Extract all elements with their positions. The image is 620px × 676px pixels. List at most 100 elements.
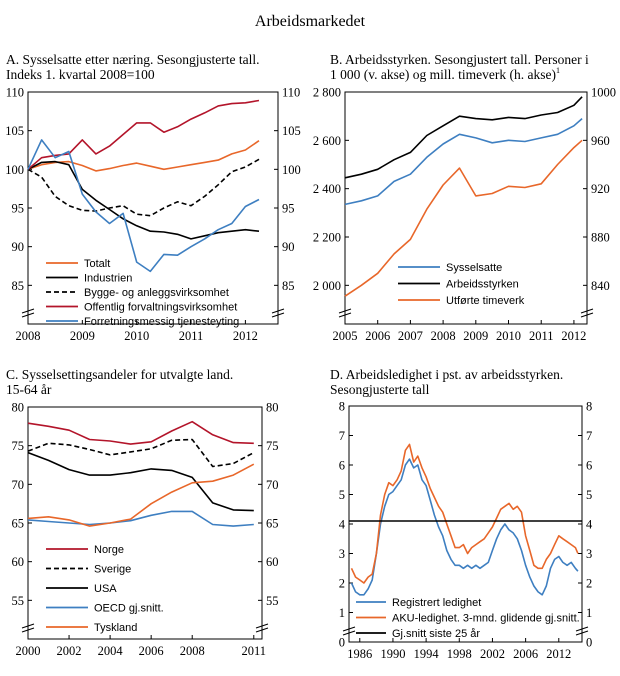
legend-label: Registrert ledighet	[392, 597, 481, 609]
y-tick-label-left: 90	[12, 240, 25, 254]
y-tick-label-right: 100	[282, 163, 301, 177]
axis-break-mark	[575, 626, 589, 632]
legend-label: Offentlig forvaltningsvirksomhet	[84, 302, 237, 314]
legend-label: Forretningsmessig tjenesteyting	[84, 316, 239, 328]
y-tick-label-right: 110	[282, 86, 300, 100]
panel-title-line: B. Arbeidsstyrken. Sesongjustert tall. P…	[330, 52, 589, 67]
y-tick-label-right: 105	[282, 124, 301, 138]
x-tick-label: 2012	[233, 329, 258, 343]
panel-d: D. Arbeidsledighet i pst. av arbeidsstyr…	[330, 367, 593, 661]
legend-label: Totalt	[84, 258, 110, 270]
legend-label: AKU-ledighet. 3-mnd. glidende gj.snitt.	[392, 613, 580, 625]
axis-break-mark	[255, 623, 269, 629]
x-tick-label: 2011	[242, 644, 267, 658]
y-tick-label-right: 960	[591, 134, 610, 148]
legend-label: OECD gj.snitt.	[94, 603, 164, 615]
panel-title-line: 1 000 (v. akse) og mill. timeverk (h. ak…	[330, 66, 560, 82]
axis-break-mark	[342, 630, 356, 636]
y-tick-label-left: 2 800	[313, 86, 341, 100]
panel-c: C. Sysselsettingsandeler for utvalgte la…	[6, 367, 279, 658]
y-tick-label-right: 70	[266, 478, 279, 492]
y-tick-label-left: 2	[339, 577, 345, 591]
y-tick-label-left: 2 000	[313, 279, 341, 293]
y-tick-label-right: 840	[591, 279, 610, 293]
x-tick-label: 2006	[365, 329, 390, 343]
series-line	[344, 139, 583, 297]
series-line	[27, 140, 260, 172]
y-tick-label-right: 95	[282, 202, 295, 216]
y-tick-label-right: 0	[586, 636, 592, 650]
x-tick-label: 2008	[431, 329, 456, 343]
y-tick-label-left: 8	[339, 400, 345, 414]
title-superscript: 1	[556, 66, 560, 75]
y-tick-label-left: 110	[6, 86, 24, 100]
axis-break-mark	[21, 312, 35, 318]
legend-label: Tyskland	[94, 622, 137, 634]
y-tick-label-left: 60	[12, 555, 25, 569]
y-tick-label-left: 70	[12, 478, 25, 492]
panel-title-line: Sesongjusterte tall	[330, 382, 430, 397]
y-tick-label-right: 8	[586, 400, 592, 414]
series-line	[344, 96, 583, 179]
y-tick-label-left: 2 400	[313, 182, 341, 196]
axis-break-mark	[21, 623, 35, 629]
y-tick-label-left: 100	[5, 163, 24, 177]
y-tick-label-right: 90	[282, 240, 295, 254]
y-tick-label-left: 2 600	[313, 134, 341, 148]
y-tick-label-left: 55	[12, 594, 25, 608]
axis-break-mark	[271, 312, 285, 318]
axis-break-mark	[338, 312, 352, 318]
panel-title-line: Indeks 1. kvartal 2008=100	[6, 67, 155, 82]
plot-frame	[344, 91, 588, 325]
axis-break-mark	[21, 627, 35, 633]
y-tick-label-right: 55	[266, 594, 279, 608]
x-tick-label: 2004	[98, 644, 124, 658]
legend-label: Norge	[94, 544, 124, 556]
panel-a: A. Sysselsatte etter næring. Sesongjuste…	[5, 52, 301, 343]
x-tick-label: 1986	[347, 647, 372, 661]
y-tick-label-left: 95	[12, 202, 25, 216]
legend-label: Bygge- og anleggsvirksomhet	[84, 287, 229, 299]
y-tick-label-right: 920	[591, 182, 610, 196]
x-tick-label: 2008	[180, 644, 205, 658]
axis-break-mark	[342, 626, 356, 632]
x-tick-label: 2009	[463, 329, 488, 343]
x-tick-label: 1990	[380, 647, 405, 661]
legend-label: Industrien	[84, 273, 132, 285]
x-tick-label: 2006	[139, 644, 164, 658]
y-tick-label-right: 60	[266, 555, 279, 569]
panel-title-line: A. Sysselsatte etter næring. Sesongjuste…	[6, 52, 259, 67]
y-tick-label-right: 75	[266, 439, 279, 453]
series-line	[27, 420, 254, 445]
y-tick-label-left: 2 200	[313, 231, 341, 245]
x-tick-label: 1994	[414, 647, 440, 661]
panel-title-line: C. Sysselsettingsandeler for utvalgte la…	[6, 367, 233, 382]
x-tick-label: 2011	[179, 329, 204, 343]
y-tick-label-left: 105	[5, 124, 24, 138]
y-tick-label-left: 5	[339, 488, 345, 502]
y-tick-label-left: 6	[339, 459, 345, 473]
legend-label: Sverige	[94, 564, 131, 576]
x-tick-label: 2000	[16, 644, 41, 658]
panel-title-line: D. Arbeidsledighet i pst. av arbeidsstyr…	[330, 367, 563, 382]
y-tick-label-left: 65	[12, 517, 25, 531]
legend-label: USA	[94, 583, 117, 595]
series-line	[27, 463, 255, 527]
y-tick-label-left: 4	[339, 518, 346, 532]
series-line	[27, 99, 260, 170]
y-tick-label-right: 80	[266, 401, 279, 415]
y-tick-label-right: 65	[266, 517, 279, 531]
y-tick-label-left: 75	[12, 439, 25, 453]
legend-label: Gj.snitt siste 25 år	[392, 628, 480, 640]
x-tick-label: 2002	[57, 644, 82, 658]
y-tick-label-right: 1000	[591, 86, 616, 100]
panel-title-line: 15-64 år	[6, 382, 52, 397]
y-tick-label-right: 2	[586, 577, 592, 591]
x-tick-label: 2005	[333, 329, 358, 343]
series-line	[27, 510, 254, 527]
series-line	[27, 438, 255, 468]
x-tick-label: 2012	[561, 329, 586, 343]
axis-break-mark	[271, 308, 285, 314]
